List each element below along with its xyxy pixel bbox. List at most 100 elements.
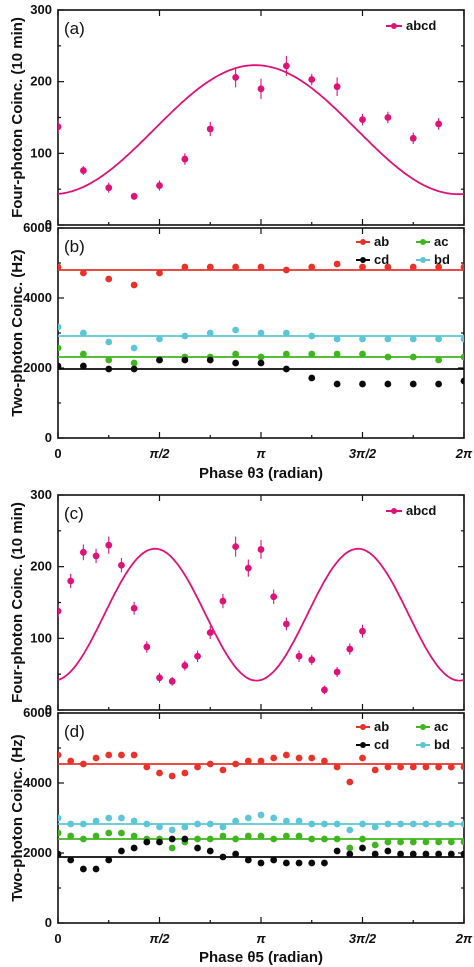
data-point-bd <box>67 820 75 828</box>
data-point-ab <box>194 763 201 771</box>
data-point-ab <box>333 763 341 771</box>
data-point-cd <box>409 380 417 388</box>
data-point-abcd <box>206 629 214 636</box>
data-point-abcd <box>206 125 214 133</box>
data-point-ab <box>346 778 354 786</box>
data-point-abcd <box>79 548 87 556</box>
data-point-ac <box>460 353 464 361</box>
data-point-ac <box>460 838 464 846</box>
data-point-cd <box>397 850 404 858</box>
series-abcd <box>58 536 464 695</box>
data-point-bd <box>384 335 392 343</box>
data-point-ab <box>460 763 464 771</box>
data-point-ab <box>270 754 278 762</box>
data-point-ac <box>67 832 75 840</box>
data-point-abcd <box>359 627 366 635</box>
data-point-bd <box>58 323 62 331</box>
data-point-bd <box>460 335 464 343</box>
data-point-ab <box>58 263 62 271</box>
data-point-ac <box>333 350 341 358</box>
data-point-ac <box>435 838 443 846</box>
y-axis-title: Four-photon Coinc. (10 min) <box>9 17 26 218</box>
data-point-bd <box>447 820 455 828</box>
legend: ab ac cd bd <box>356 234 450 267</box>
data-point-abcd <box>156 674 163 682</box>
data-point-ac <box>409 838 417 846</box>
data-point-cd <box>156 356 163 364</box>
data-point-abcd <box>295 652 303 660</box>
panel-a: 0 100 200 300 Four-photon Coinc. (10 min) (a)… <box>9 2 465 232</box>
data-point-cd <box>282 859 290 867</box>
data-point-bd <box>232 326 240 334</box>
x-tick-label: π/2 <box>149 446 170 461</box>
data-point-abcd <box>58 123 62 131</box>
data-point-abcd <box>168 677 176 685</box>
data-point-ac <box>308 835 316 843</box>
data-point-ab <box>79 269 87 277</box>
data-point-abcd <box>105 184 113 192</box>
plot-area <box>58 55 464 200</box>
data-point-ac <box>384 353 392 361</box>
data-point-ac <box>130 832 138 840</box>
fit-curve-abcd <box>58 547 464 682</box>
data-point-bd <box>371 823 379 831</box>
data-point-ac <box>257 832 265 840</box>
data-point-ac <box>447 838 455 846</box>
data-point-abcd <box>333 668 341 676</box>
data-point-cd <box>58 850 62 858</box>
data-point-ac <box>219 832 227 840</box>
y-tick-label: 0 <box>45 915 52 930</box>
data-point-ab <box>232 760 240 768</box>
data-point-bd <box>79 329 87 337</box>
data-point-cd <box>232 359 240 367</box>
data-point-bd <box>308 820 316 828</box>
data-point-ab <box>409 763 417 771</box>
plot-area <box>58 751 464 873</box>
data-point-ab <box>232 263 240 271</box>
data-point-cd <box>156 838 163 846</box>
data-point-cd <box>346 850 354 858</box>
panel-label: (d) <box>64 722 85 741</box>
data-point-bd <box>321 820 328 828</box>
data-point-bd <box>130 817 138 825</box>
data-point-abcd <box>194 652 201 660</box>
panel-c: 0 100 200 300 Four-photon Coinc. (10 min) (c)… <box>9 487 465 717</box>
x-tick-label: π/2 <box>149 931 170 946</box>
data-point-cd <box>409 850 417 858</box>
x-axis-title: Phase θ3 (radian) <box>199 465 323 482</box>
y-tick-label: 100 <box>30 145 52 160</box>
data-point-ab <box>257 263 265 271</box>
data-point-ab <box>168 772 176 780</box>
data-point-cd <box>435 380 443 388</box>
data-point-bd <box>118 814 125 822</box>
data-point-bd <box>105 338 113 346</box>
data-point-cd <box>270 856 278 864</box>
y-tick-label: 6000 <box>23 220 52 235</box>
data-point-ac <box>321 835 328 843</box>
data-point-bd <box>409 820 417 828</box>
data-point-ac <box>397 838 404 846</box>
y-tick-label: 4000 <box>23 775 52 790</box>
series-bd <box>58 811 464 834</box>
data-point-cd <box>130 844 138 852</box>
data-point-abcd <box>435 120 443 128</box>
data-point-bd <box>270 814 278 822</box>
data-point-cd <box>206 847 214 855</box>
data-point-abcd <box>219 597 227 605</box>
data-point-ab <box>156 769 163 777</box>
data-point-ab <box>156 269 163 277</box>
series-ab <box>58 751 464 786</box>
data-point-bd <box>460 820 464 828</box>
data-point-ab <box>79 760 87 768</box>
x-tick-label: 3π/2 <box>349 931 377 946</box>
series-ab <box>58 260 464 289</box>
data-point-ab <box>143 763 151 771</box>
data-point-bd <box>282 329 290 337</box>
data-point-abcd <box>156 182 163 189</box>
data-point-ab <box>206 263 214 271</box>
data-point-ac <box>105 356 113 364</box>
data-point-bd <box>422 820 430 828</box>
data-point-bd <box>333 820 341 828</box>
data-point-cd <box>206 356 214 364</box>
data-point-ab <box>435 763 443 771</box>
